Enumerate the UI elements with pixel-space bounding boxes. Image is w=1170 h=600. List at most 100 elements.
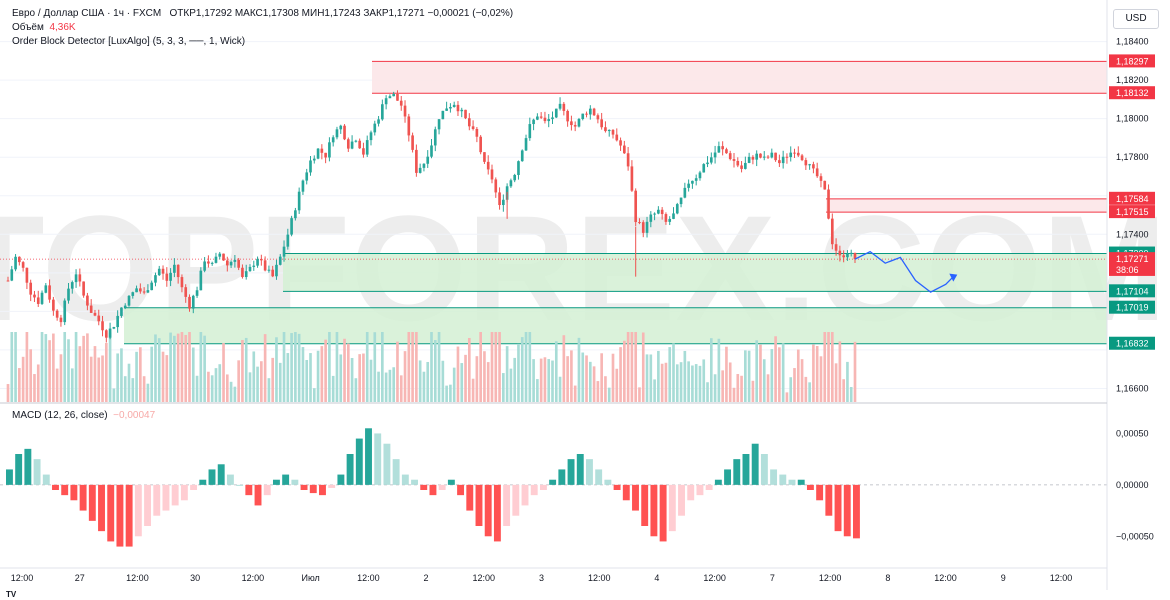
candle-body bbox=[812, 164, 815, 169]
macd-label[interactable]: MACD (12, 26, close) bbox=[12, 410, 108, 421]
symbol-label[interactable]: Евро / Доллар США · 1ч · FXCM bbox=[12, 8, 162, 19]
volume-bar bbox=[785, 392, 789, 402]
volume-bar bbox=[846, 361, 849, 402]
candle-body bbox=[759, 153, 762, 158]
volume-bar bbox=[596, 381, 600, 402]
volume-bar bbox=[52, 333, 55, 402]
candle-body bbox=[331, 137, 335, 143]
volume-bar bbox=[346, 343, 350, 402]
candle-body bbox=[260, 258, 263, 261]
price-tick-label: 1,18200 bbox=[1116, 75, 1149, 85]
macd-tick-label: −0,00050 bbox=[1116, 531, 1154, 541]
tradingview-logo-icon[interactable]: TV bbox=[6, 590, 17, 599]
macd-histogram-bar bbox=[355, 438, 363, 485]
volume-bar bbox=[554, 341, 558, 402]
macd-histogram-bar bbox=[816, 484, 824, 501]
candle-body bbox=[86, 295, 89, 306]
volume-bar bbox=[82, 335, 85, 402]
volume-bar bbox=[774, 336, 777, 402]
volume-bar bbox=[528, 332, 532, 402]
macd-histogram-bar bbox=[705, 484, 713, 490]
macd-histogram-bar bbox=[770, 469, 778, 485]
volume-bar bbox=[524, 332, 528, 402]
candle-body bbox=[664, 214, 668, 222]
volume-bar bbox=[717, 338, 721, 402]
macd-histogram-bar bbox=[521, 484, 529, 506]
volume-bar bbox=[67, 339, 70, 402]
macd-histogram-bar bbox=[346, 454, 354, 485]
volume-bar bbox=[388, 369, 392, 402]
candle-body bbox=[316, 148, 320, 159]
volume-bar bbox=[747, 350, 751, 402]
volume-bar bbox=[18, 368, 21, 402]
candle-body bbox=[619, 140, 622, 146]
candle-body bbox=[188, 296, 191, 309]
volume-bar bbox=[229, 381, 233, 402]
macd-histogram-bar bbox=[622, 484, 630, 501]
volume-bar bbox=[570, 350, 573, 402]
macd-histogram-bar bbox=[365, 428, 372, 485]
legend-symbol-row: Евро / Доллар США · 1ч · FXCM ОТКР1,1729… bbox=[12, 8, 513, 19]
candle-body bbox=[63, 300, 67, 323]
volume-bar bbox=[354, 378, 358, 402]
macd-histogram-bar bbox=[632, 484, 639, 511]
price-tick-label: 1,17800 bbox=[1116, 152, 1149, 162]
candle-body bbox=[210, 262, 214, 264]
currency-button[interactable]: USD bbox=[1113, 9, 1159, 29]
volume-bar bbox=[433, 339, 437, 402]
candle-body bbox=[554, 108, 558, 118]
candle-body bbox=[244, 271, 248, 278]
volume-bar bbox=[203, 335, 206, 402]
volume-bar bbox=[331, 375, 335, 402]
macd-histogram-bar bbox=[291, 479, 299, 485]
volume-bar bbox=[766, 374, 770, 402]
volume-bar bbox=[40, 332, 44, 402]
candle-body bbox=[740, 165, 743, 169]
volume-label[interactable]: Объём bbox=[12, 22, 44, 33]
macd-histogram-bar bbox=[319, 484, 326, 496]
candle-body bbox=[449, 106, 452, 109]
macd-histogram-bar bbox=[576, 454, 584, 485]
volume-bar bbox=[796, 349, 800, 402]
candle-body bbox=[513, 174, 517, 181]
candle-body bbox=[679, 197, 683, 205]
volume-bar bbox=[377, 371, 380, 402]
volume-bar bbox=[362, 353, 365, 402]
candle-body bbox=[104, 330, 108, 338]
candle-body bbox=[55, 310, 59, 318]
time-tick-label: 7 bbox=[770, 573, 775, 583]
candle-body bbox=[834, 244, 838, 251]
macd-histogram-bar bbox=[806, 484, 814, 490]
indicator-label[interactable]: Order Block Detector [LuxAlgo] (5, 3, 3,… bbox=[12, 36, 246, 47]
candle-body bbox=[808, 164, 811, 166]
time-tick-label: 12:00 bbox=[934, 573, 957, 583]
candle-body bbox=[551, 117, 554, 120]
volume-bar bbox=[653, 379, 656, 402]
volume-bar bbox=[169, 332, 172, 402]
macd-histogram-bar bbox=[153, 484, 161, 516]
macd-histogram-bar bbox=[107, 484, 115, 542]
price-tag-label: 1,16832 bbox=[1116, 339, 1149, 349]
candle-body bbox=[199, 270, 203, 291]
volume-bar bbox=[691, 365, 694, 402]
candle-body bbox=[21, 262, 25, 268]
candle-body bbox=[486, 161, 490, 170]
volume-bar bbox=[116, 353, 119, 402]
volume-bar bbox=[505, 346, 509, 402]
candle-body bbox=[120, 307, 123, 316]
macd-histogram-bar bbox=[162, 484, 170, 511]
candle-body bbox=[683, 187, 687, 198]
macd-histogram-bar bbox=[116, 484, 124, 547]
volume-bar bbox=[475, 356, 479, 402]
volume-bar bbox=[581, 352, 585, 402]
volume-bar bbox=[558, 376, 562, 402]
volume-bar bbox=[278, 362, 282, 402]
candle-body bbox=[324, 152, 327, 158]
price-tag bbox=[1109, 336, 1155, 350]
volume-bar bbox=[604, 376, 607, 402]
volume-bar bbox=[543, 357, 547, 402]
candle-body bbox=[536, 116, 539, 120]
volume-bar bbox=[517, 343, 520, 402]
volume-bar bbox=[123, 376, 127, 402]
